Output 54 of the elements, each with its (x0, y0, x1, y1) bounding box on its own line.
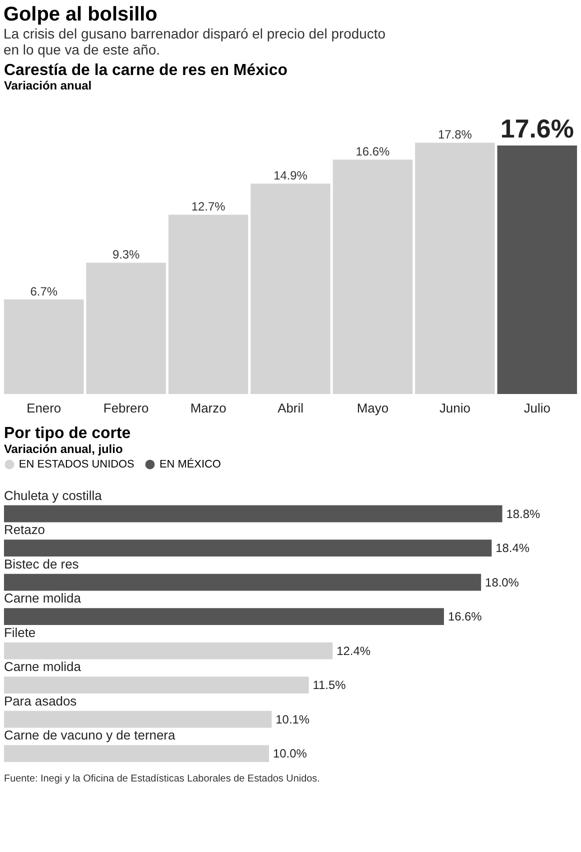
bar (4, 574, 482, 591)
data-label: 18.8% (506, 506, 540, 521)
data-label: 17.6% (500, 116, 574, 144)
data-label: 9.3% (112, 248, 140, 262)
bar (4, 710, 272, 728)
x-tick-label: Julio (524, 400, 550, 416)
data-label: 10.0% (273, 746, 308, 761)
x-tick-label: Abril (278, 400, 304, 416)
x-tick-label: Mayo (356, 400, 389, 416)
chart-subtitle: Variación anual (4, 78, 92, 93)
data-label: 6.7% (30, 284, 58, 298)
y-tick-label: Carne molida (4, 659, 82, 674)
bar (86, 262, 166, 394)
data-label: 16.6% (356, 144, 390, 159)
data-label: 12.7% (191, 200, 226, 214)
y-tick-label: Para asados (4, 693, 77, 708)
y-tick-label: Chuleta y costilla (4, 488, 103, 503)
bar (4, 505, 502, 522)
bar (250, 184, 330, 394)
bar (415, 142, 495, 394)
chart-title: Por tipo de corte (4, 424, 131, 442)
y-tick-label: Carne molida (4, 590, 82, 606)
bar (497, 146, 578, 394)
x-tick-label: Junio (439, 400, 470, 416)
data-label: 14.9% (274, 168, 308, 183)
source-note: Fuente: Inegi y la Oficina de Estadísticas Laborales de Estados Unidos. (4, 774, 320, 785)
y-tick-label: Carne de vacuno y de ternera (4, 728, 176, 743)
chart-subtitle: Variación anual, julio (4, 442, 123, 456)
bar (4, 745, 270, 762)
bar (4, 299, 84, 394)
x-tick-label: Enero (26, 400, 62, 416)
y-tick-label: Bistec de res (4, 556, 79, 572)
legend-label: EN MÉXICO (159, 458, 221, 470)
text: Golpe al bolsillo (3, 3, 158, 26)
data-label: 10.1% (276, 712, 310, 726)
bar (4, 608, 444, 626)
text: La crisis del gusano barrenador disparó el precio del producto en lo que va de este año. (3, 25, 386, 58)
y-tick-label: Retazo (4, 522, 45, 538)
bar (332, 160, 413, 394)
data-label: 16.6% (448, 610, 482, 624)
data-label: 18.0% (485, 575, 520, 590)
data-label: 18.4% (496, 541, 530, 556)
x-tick-label: Marzo (190, 400, 226, 416)
data-label: 17.8% (438, 128, 472, 142)
data-label: 12.4% (336, 644, 371, 658)
bar (4, 676, 309, 694)
bar (4, 540, 492, 557)
legend-label: EN ESTADOS UNIDOS (18, 458, 134, 470)
x-tick-label: Febrero (103, 400, 149, 416)
chart-title: Carestía de la carne de res en México (4, 62, 288, 79)
bar (168, 214, 248, 394)
bar (4, 642, 333, 660)
y-tick-label: Filete (4, 624, 36, 640)
data-label: 11.5% (312, 678, 346, 692)
